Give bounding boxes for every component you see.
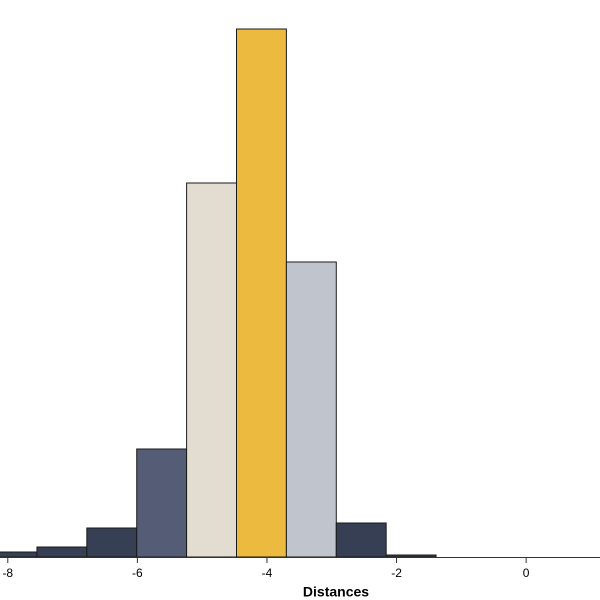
bar <box>36 546 88 558</box>
bar <box>285 261 337 558</box>
x-tick-label: -6 <box>132 566 143 580</box>
x-tick-label: 0 <box>523 566 530 580</box>
bar <box>236 28 287 558</box>
bar <box>0 551 38 558</box>
bar <box>385 554 437 558</box>
bar <box>136 448 188 558</box>
bar <box>186 182 238 558</box>
x-axis-label: Distances <box>303 584 369 600</box>
bar <box>86 527 138 558</box>
x-tick-label: -8 <box>2 566 13 580</box>
x-tick-label: -2 <box>391 566 402 580</box>
bar <box>335 522 387 558</box>
x-tick-label: -4 <box>262 566 273 580</box>
